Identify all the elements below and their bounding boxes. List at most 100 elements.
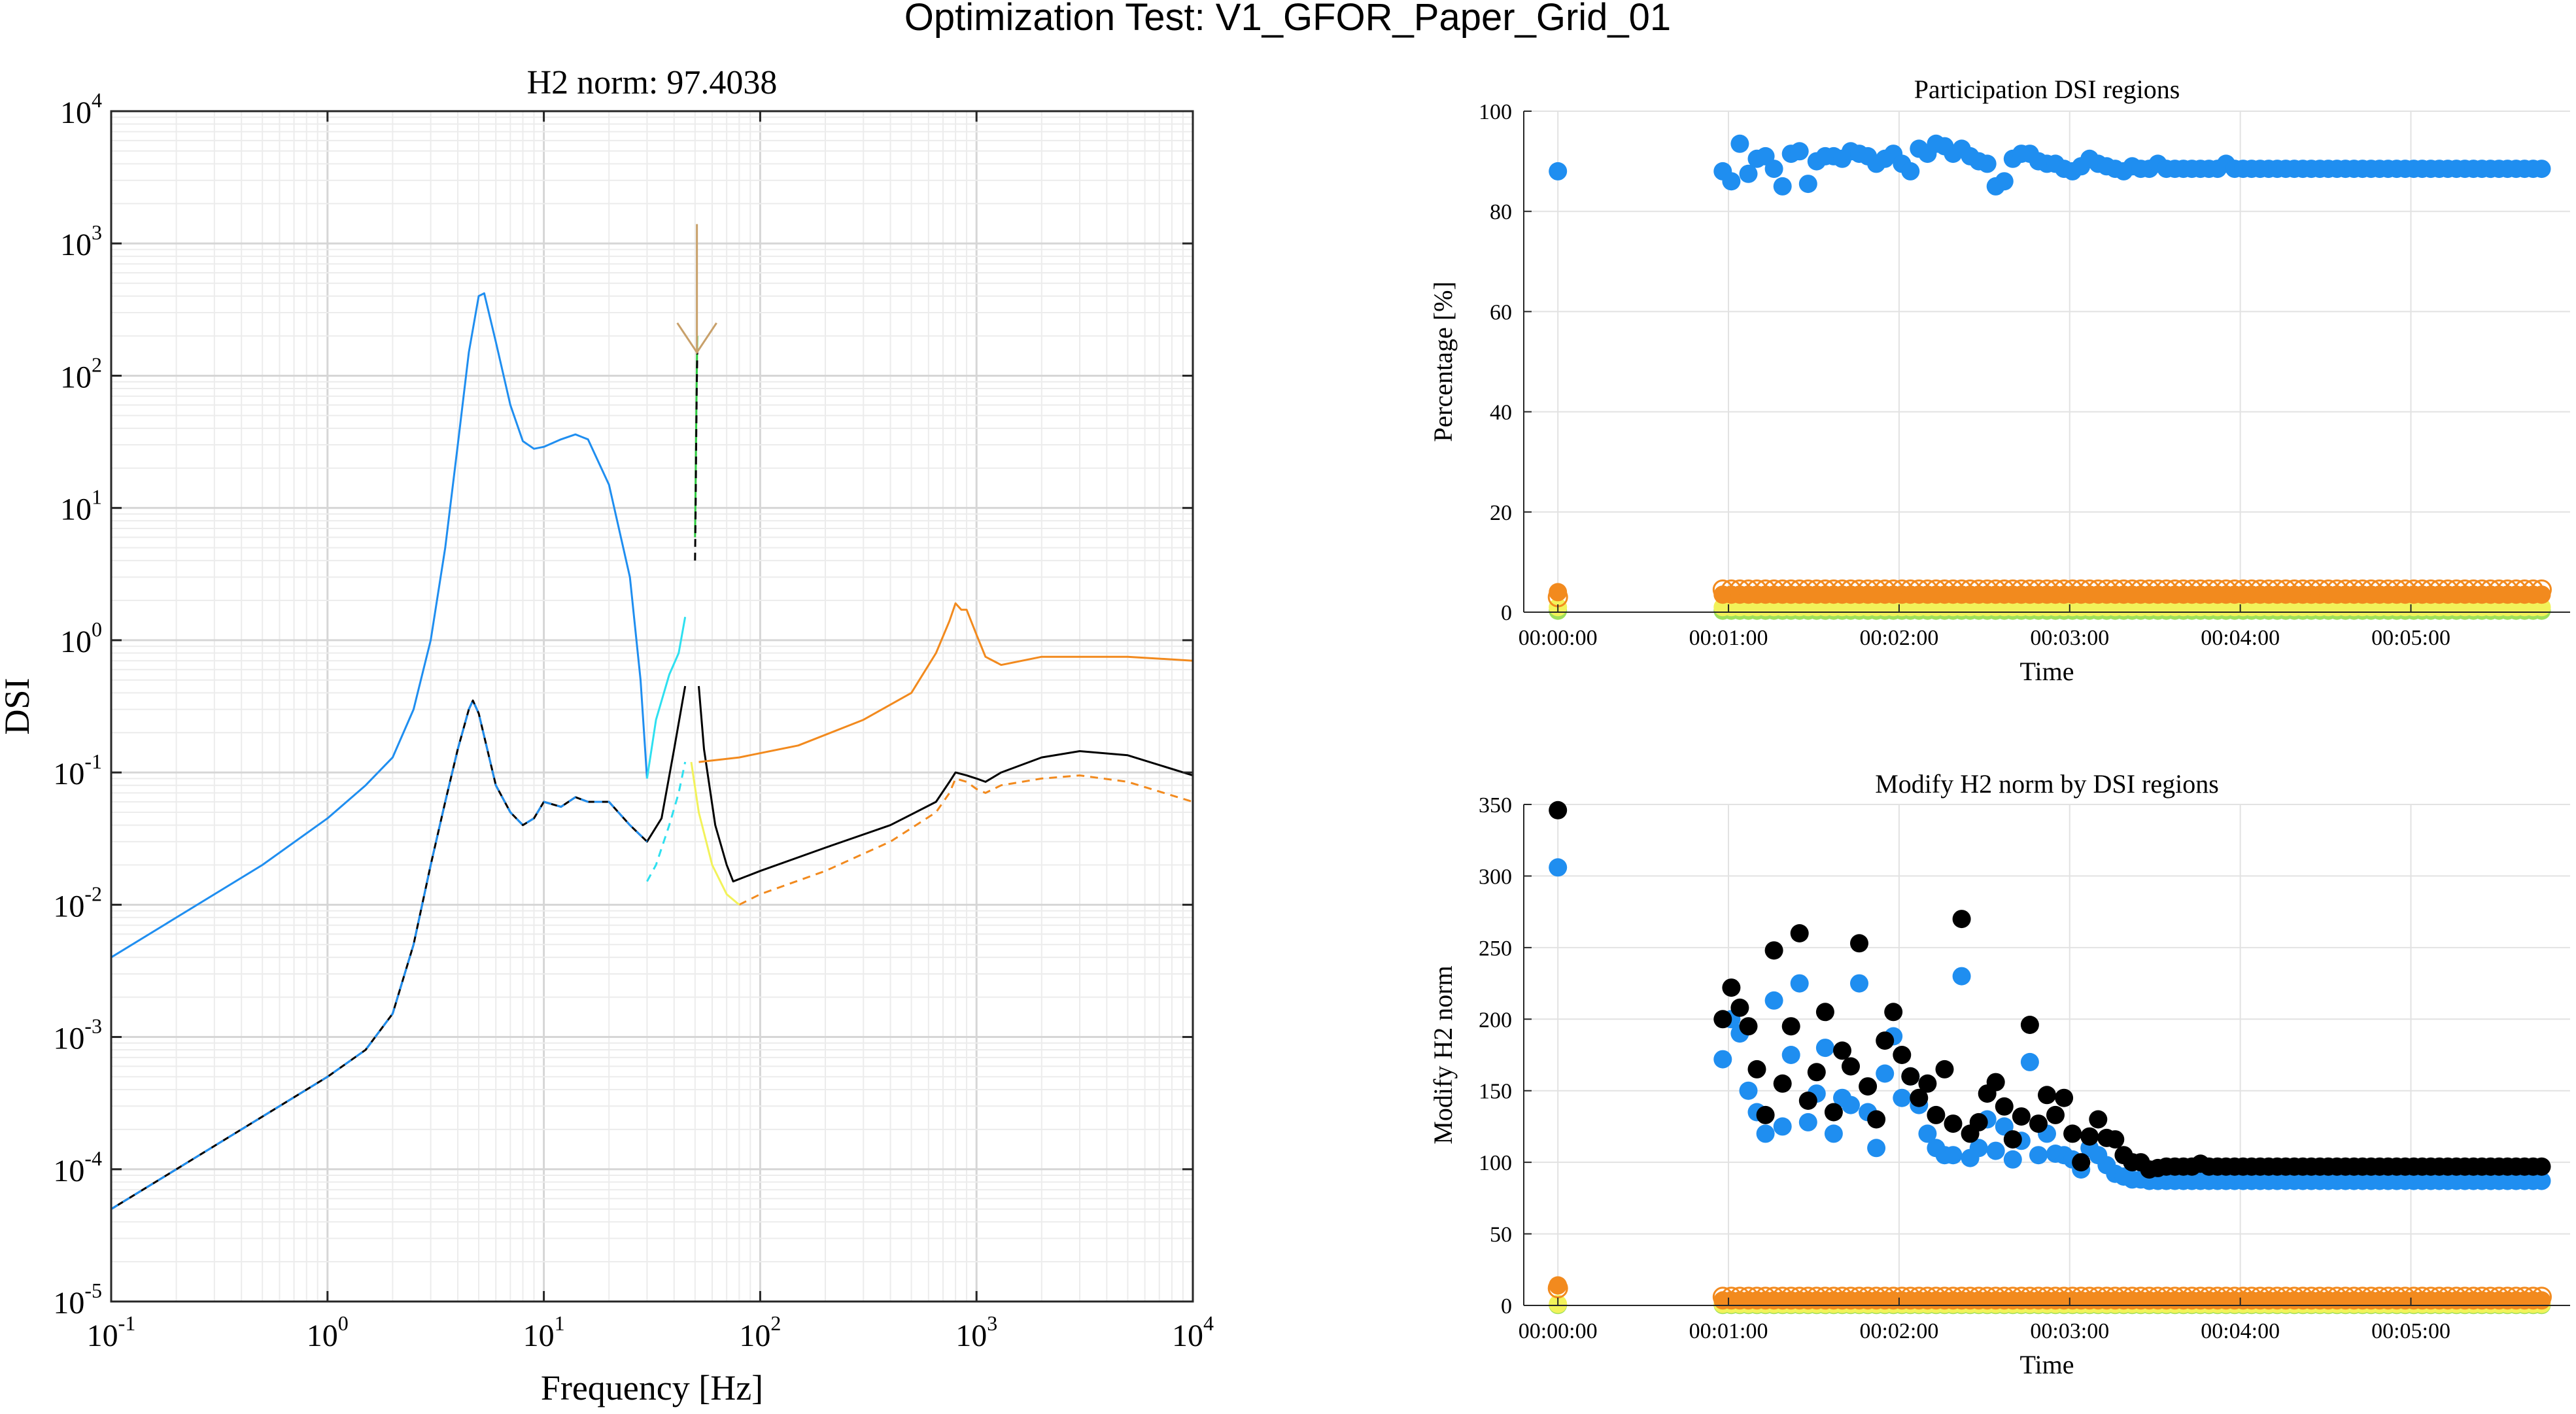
ax3-point [1969,1139,1988,1158]
ax2-x-tick-label: 00:05:00 [2371,626,2450,650]
ax3-point [1781,1046,1800,1064]
ax3-point [1876,1064,1895,1083]
series-line-5 [698,685,1194,883]
ax3-point [1969,1112,1988,1131]
ax3-point [2089,1110,2108,1129]
ax3-point [1918,1074,1937,1093]
ax3-point [1995,1097,2014,1116]
ax1-title: H2 norm: 97.4038 [527,64,778,101]
x-tick-label: 101 [523,1311,565,1353]
ax3-x-tick-label: 00:03:00 [2030,1319,2109,1343]
ax3-point [2003,1130,2022,1149]
ax2-marks [1547,134,2552,620]
dsi-frequency-plot: 10-1 100 101 102 103 104 10-5 10-4 10-3 10-2 10-1 1… [0,64,1214,1407]
modify-h2-plot: 00:00:00 00:01:00 00:02:00 00:03:00 00:04:00… [1428,769,2570,1379]
figure-title: Optimization Test: V1_GFOR_Paper_Grid_01 [904,0,1671,39]
ax3-x-tick-label: 00:00:00 [1519,1319,1598,1343]
x-tick-label: 103 [955,1311,997,1353]
ax3-point [1790,924,1809,942]
series-line-1 [645,617,687,779]
ax3-point [1815,1003,1834,1022]
ax3-point [1549,1276,1568,1295]
ax3-point [1730,998,1749,1017]
ax3-point [1824,1103,1843,1122]
y-tick-label: 104 [60,88,102,130]
ax3-x-tick-label: 00:05:00 [2371,1319,2450,1343]
ax3-point [1876,1031,1895,1050]
ax1-lines [111,224,1194,1210]
ax3-point [1756,1105,1775,1124]
ax2-point [1549,583,1568,602]
series-line-0 [111,292,648,959]
ax2-point [1549,162,1568,181]
ax2-point [1730,134,1749,153]
x-tick-label: 10-1 [87,1311,136,1353]
ax2-point [1790,142,1809,161]
ax2-point [1995,172,2014,191]
ax3-x-tick-label: 00:02:00 [1859,1319,1938,1343]
ax3-point [1986,1073,2005,1092]
ax1-frame [110,110,1194,1303]
ax3-point [1764,991,1783,1010]
series-line-4 [111,699,648,1210]
annotation-arrow-head [676,322,717,354]
ax3-point [2012,1107,2031,1126]
ax3-point [1944,1114,1963,1133]
ax3-point [1549,858,1568,877]
ax3-point [1995,1117,2014,1136]
series-line-7 [738,774,1194,906]
ax2-ticks: 00:00:00 00:01:00 00:02:00 00:03:00 00:04:00… [1479,100,2450,650]
series-line-6 [698,602,1194,763]
ax2-y-tick-label: 20 [1490,501,1512,525]
ax3-point [1833,1041,1851,1060]
ax2-y-tick-label: 80 [1490,200,1512,224]
ax3-point [2020,1016,2039,1034]
ax3-y-tick-label: 50 [1490,1223,1512,1247]
ax3-point [1815,1039,1834,1058]
ax3-point [1859,1077,1878,1096]
ax3-point [2106,1130,2125,1149]
series-line-10 [694,352,698,561]
ax2-x-tick-label: 00:01:00 [1689,626,1768,650]
ax3-point [1918,1124,1937,1143]
ax1-ticks: 10-1 100 101 102 103 104 10-5 10-4 10-3 10-2 10-1 1… [53,88,1214,1353]
ax3-point [1764,941,1783,960]
ax2-point [1764,160,1783,179]
ax3-point [2072,1153,2091,1172]
ax3-point [1773,1117,1792,1136]
ax1-xlabel: Frequency [Hz] [541,1368,763,1407]
ax3-point [1867,1110,1886,1129]
ax3-point [2003,1150,2022,1169]
ax3-xlabel: Time [2019,1350,2074,1379]
ax2-point [1739,164,1758,183]
ax3-point [2038,1086,2056,1105]
ax3-point [2532,1171,2551,1190]
x-tick-label: 100 [307,1311,349,1353]
ax2-ylabel: Percentage [%] [1428,281,1458,441]
ax3-y-tick-label: 0 [1501,1294,1512,1319]
ax1-background [111,111,1193,1302]
ax3-point [2532,1157,2551,1176]
ax3-x-tick-label: 00:04:00 [2201,1319,2280,1343]
ax2-xlabel: Time [2019,657,2074,686]
ax2-x-tick-label: 00:02:00 [1859,626,1938,650]
ax3-point [1842,1057,1860,1076]
ax3-y-tick-label: 300 [1479,865,1512,889]
ax3-point [1901,1067,1920,1086]
ax2-y-tick-label: 40 [1490,401,1512,425]
ax2-y-tick-label: 60 [1490,300,1512,324]
ax3-y-tick-label: 250 [1479,937,1512,961]
ax3-point [1747,1060,1766,1078]
ax3-background [1524,804,2570,1305]
ax2-y-tick-label: 100 [1479,100,1512,124]
ax2-point [1901,162,1920,181]
ax3-point [2063,1124,2082,1143]
ax2-background [1524,111,2570,612]
ax3-point [1807,1063,1826,1082]
ax2-title: Participation DSI regions [1914,75,2180,104]
ax3-point [2080,1127,2099,1146]
ax3-point [1739,1017,1758,1036]
ax3-point [1944,1146,1963,1165]
ax3-point [1893,1088,1912,1107]
